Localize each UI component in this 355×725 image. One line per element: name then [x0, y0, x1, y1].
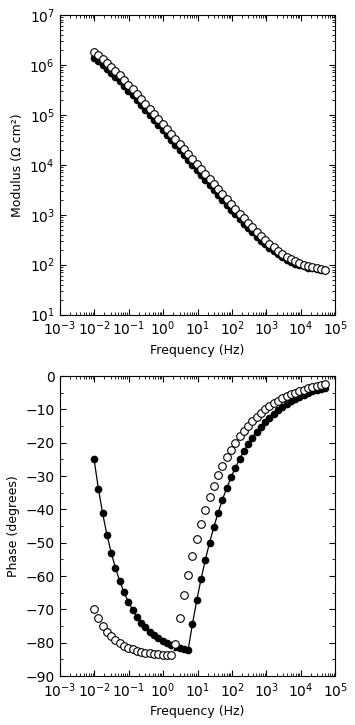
X-axis label: Frequency (Hz): Frequency (Hz)	[150, 344, 245, 357]
Y-axis label: Phase (degrees): Phase (degrees)	[7, 475, 20, 577]
X-axis label: Frequency (Hz): Frequency (Hz)	[150, 705, 245, 718]
Y-axis label: Modulus (Ω cm²): Modulus (Ω cm²)	[11, 113, 24, 217]
